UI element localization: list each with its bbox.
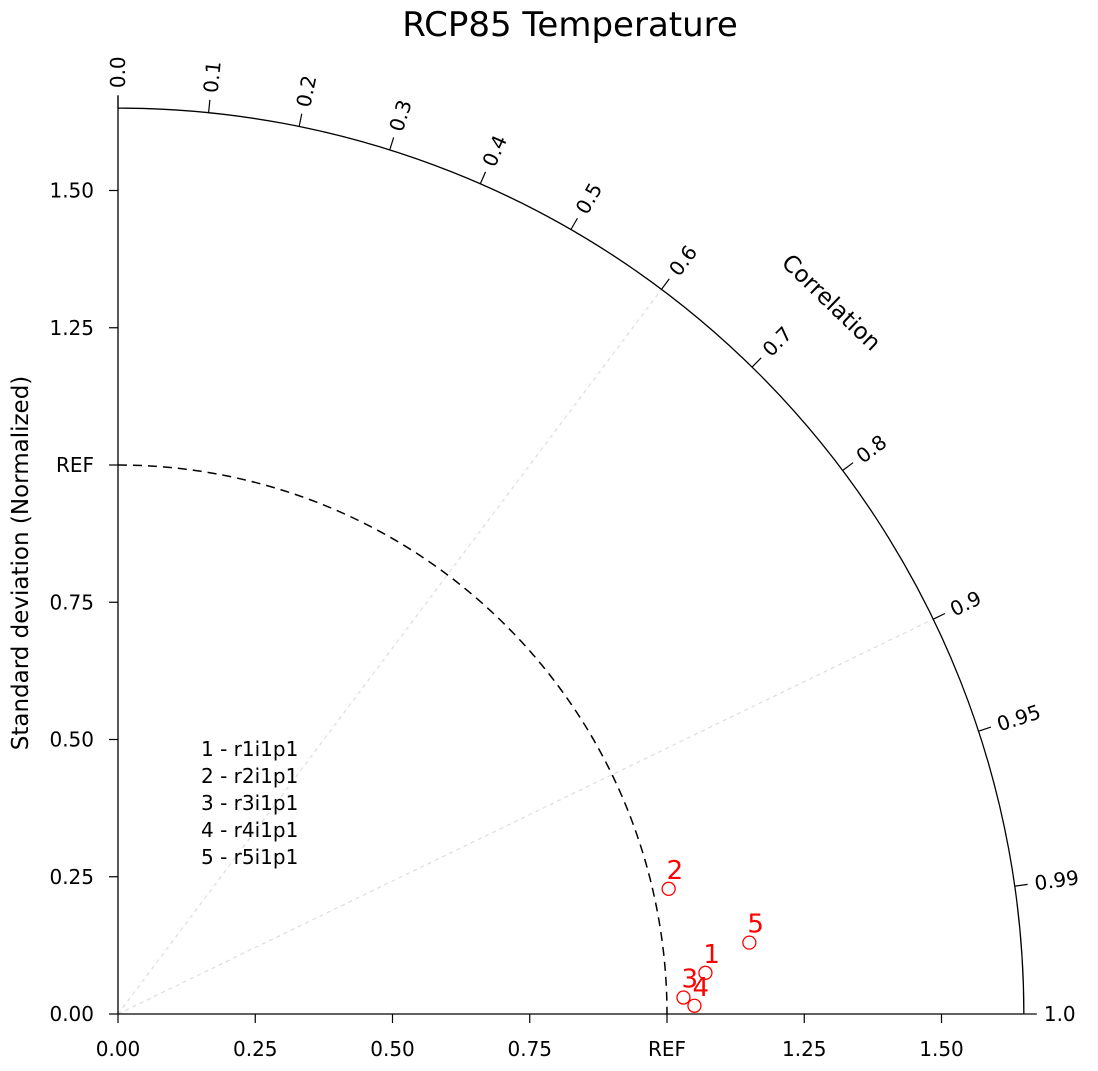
data-point-label: 3 [681,965,698,995]
data-point-marker [698,965,713,980]
correlation-tick-label: 0.8 [851,430,891,468]
data-point-label: 5 [747,910,764,940]
y-tick-label: 1.25 [49,316,94,340]
legend-item: 1 - r1i1p1 [201,737,298,761]
correlation-tick [842,462,854,471]
correlation-tick [933,612,946,620]
correlation-tick [978,726,992,732]
x-tick-label: 0.00 [96,1037,141,1061]
y-tick-label: 0.25 [49,865,94,889]
correlation-tick [298,113,303,127]
legend-item: 3 - r3i1p1 [201,791,298,815]
data-points: 1 2 34 5 [661,856,764,1013]
legend-item: 4 - r4i1p1 [201,818,298,842]
correlation-tick-label: 0.95 [994,700,1044,737]
legend-item: 5 - r5i1p1 [201,845,298,869]
y-axis-ticks: 0.00 0.25 0.50 0.75 REF 1.25 1.50 [49,179,118,1026]
correlation-tick [389,137,395,151]
outer-arc [117,107,1025,1015]
correlation-tick-label: 0.5 [571,179,608,219]
correlation-tick-label: 0.6 [664,241,702,281]
x-tick-label: 0.75 [507,1037,552,1061]
x-tick-label: 0.50 [370,1037,415,1061]
x-tick-label: 1.50 [919,1037,964,1061]
x-tick-label: 1.25 [782,1037,827,1061]
correlation-tick-label: 0.0 [106,56,130,88]
correlation-tick-label: 0.4 [477,131,512,170]
correlation-tick [661,278,670,290]
data-point-marker [687,998,702,1013]
x-tick-label: REF [648,1037,686,1061]
diagram-arcs [117,107,1025,1015]
axes [117,96,1024,1015]
y-tick-label: 1.50 [49,179,94,203]
y-tick-label: 0.50 [49,728,94,752]
correlation-gridline [117,288,662,1015]
data-point-label: 1 [703,940,720,970]
y-tick-label: 0.75 [49,590,94,614]
legend: 1 - r1i1p1 2 - r2i1p1 3 - r3i1p1 4 - r4i… [201,737,298,869]
correlation-tick-label: 0.2 [291,73,321,109]
correlation-tick [570,217,578,230]
data-point-label: 4 [692,973,709,1003]
correlation-tick [207,99,211,113]
correlation-tick-label: 1.0 [1044,1002,1076,1026]
data-point-label: 2 [667,856,684,886]
correlation-ticks: 0.0 0.1 0.2 0.3 0.4 0.5 0.6 0.7 0.8 0.9 0.95 0.99 1.… [106,56,1080,1026]
correlation-tick [479,171,487,185]
y-tick-label: REF [56,453,94,477]
correlation-gridline [117,618,934,1015]
correlation-tick-label: 0.1 [199,60,226,94]
y-axis-label: Standard deviation (Normalized) [8,376,34,751]
correlation-gridlines [117,288,934,1015]
correlation-tick [1014,883,1028,887]
correlation-tick [751,357,762,368]
correlation-tick-label: 0.7 [758,322,797,362]
x-tick-label: 0.25 [233,1037,278,1061]
correlation-tick-label: 0.9 [946,586,985,621]
y-tick-label: 0.00 [49,1002,94,1026]
correlation-tick-label: 0.3 [384,97,416,135]
legend-item: 2 - r2i1p1 [201,764,298,788]
correlation-tick-label: 0.99 [1033,865,1080,895]
data-point-marker [661,881,676,896]
x-axis-ticks: 0.00 0.25 0.50 0.75 REF 1.25 1.50 [96,1014,964,1061]
data-point-marker [742,935,757,950]
chart-title: RCP85 Temperature [402,5,738,45]
data-point-marker [676,990,691,1005]
